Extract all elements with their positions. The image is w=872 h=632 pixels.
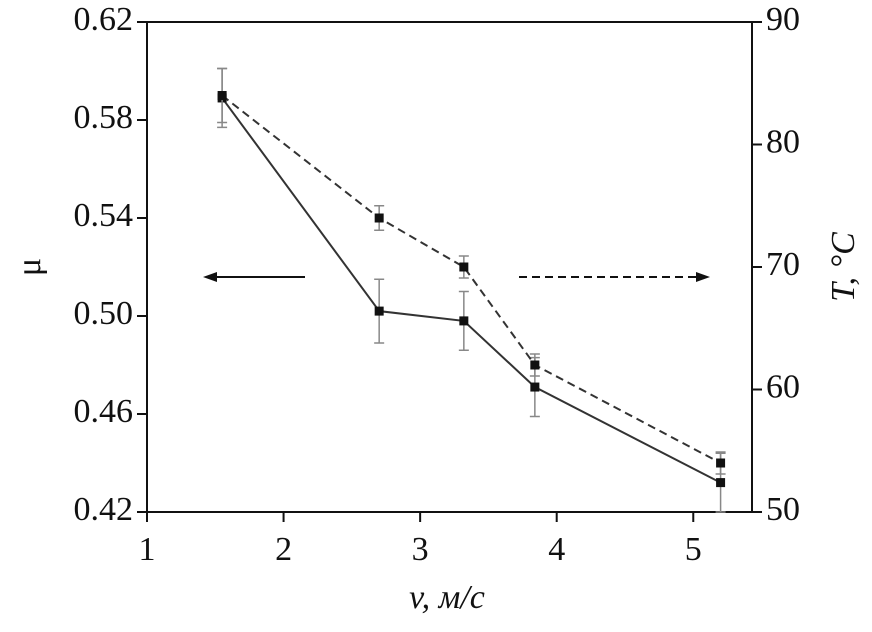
y2-tick-label: 70 [766,246,800,283]
point-marker [459,262,469,272]
y-tick-label: 0.54 [74,197,134,234]
x-axis-label: v, м/с [409,579,485,616]
y2-tick-label: 60 [766,368,800,405]
plot-frame [146,21,753,513]
series-line [221,94,722,464]
x-tick-label: 3 [412,531,429,568]
y2-tick-label: 90 [766,1,800,38]
right-arrow [519,272,710,282]
point-marker [530,360,540,370]
point-marker [530,382,540,392]
y-axis-label: μ [11,258,48,276]
y2-tick-label: 80 [766,123,800,160]
point-marker [716,458,726,468]
left-arrow [203,272,305,282]
x-tick-label: 1 [139,531,156,568]
point-marker [374,213,384,223]
point-marker [459,316,469,326]
point-marker [716,478,726,488]
x-tick-label: 4 [548,531,565,568]
y-tick-label: 0.46 [74,393,134,430]
y-tick-label: 0.42 [74,491,134,528]
y-tick-label: 0.58 [74,99,134,136]
series-line [221,97,722,484]
x-tick-label: 5 [685,531,702,568]
point-marker [374,306,384,316]
y-tick-label: 0.50 [74,295,134,332]
point-marker [217,91,227,100]
x-tick-label: 2 [275,531,292,568]
y2-axis-label: T, °C [825,232,862,302]
y2-tick-label: 50 [766,491,800,528]
y-tick-label: 0.62 [74,1,134,38]
